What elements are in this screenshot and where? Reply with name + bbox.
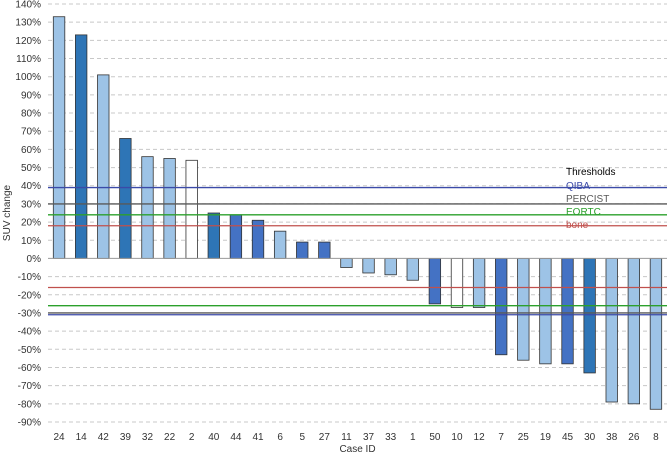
y-tick-label: 120% (15, 36, 41, 47)
y-tick-label: 110% (16, 54, 41, 65)
x-tick-label: 50 (429, 432, 441, 443)
y-tick-label: 60% (21, 145, 41, 156)
bar-case-11 (340, 258, 353, 268)
y-tick-label: -30% (18, 308, 41, 319)
x-tick-label: 39 (120, 432, 132, 443)
y-tick-label: 50% (21, 163, 41, 174)
y-tick-label: -60% (18, 363, 41, 374)
bar-case-32 (141, 156, 154, 259)
y-tick-label: -80% (18, 399, 41, 410)
legend-item-bone: bone (566, 220, 589, 231)
y-tick-label: 20% (21, 218, 41, 229)
x-tick-label: 37 (363, 432, 375, 443)
x-tick-labels: 24 14 42 39 32 22 2 40 44 41 6 5 27 11 37 33 1 50 10 12 7 25 1… (53, 432, 659, 443)
bar-case-8 (649, 258, 663, 410)
bar-case-50 (428, 258, 442, 305)
y-tick-label: 40% (21, 181, 41, 192)
y-tick-label: 80% (21, 109, 41, 120)
bar-case-24 (52, 16, 66, 259)
x-tick-label: 32 (142, 432, 154, 443)
y-tick-label: 140% (15, 0, 41, 11)
x-tick-label: 30 (584, 432, 596, 443)
bar-case-10 (450, 258, 464, 308)
x-tick-label: 45 (562, 432, 574, 443)
y-tick-label: -70% (18, 381, 41, 392)
x-tick-label: 7 (498, 432, 504, 443)
y-tick-label: 0% (27, 254, 42, 265)
bar-case-12 (472, 258, 486, 308)
bar-case-14 (75, 34, 88, 259)
y-tick-label: -90% (18, 418, 41, 429)
x-axis-title: Case ID (339, 444, 375, 455)
bar-case-6 (273, 230, 287, 259)
bar-case-39 (119, 138, 132, 259)
bar-case-7 (495, 258, 508, 356)
bar-case-5 (296, 241, 309, 259)
x-tick-label: 11 (341, 432, 352, 443)
x-tick-label: 26 (628, 432, 640, 443)
bar-case-38 (605, 258, 618, 403)
x-tick-label: 2 (189, 432, 195, 443)
x-tick-label: 33 (385, 432, 397, 443)
x-tick-label: 19 (540, 432, 552, 443)
legend-item-percist: PERCIST (566, 194, 609, 205)
y-tick-label: 130% (15, 18, 41, 29)
x-tick-label: 5 (299, 432, 305, 443)
bar-case-45 (561, 258, 574, 365)
x-tick-label: 10 (451, 432, 463, 443)
y-axis-title: SUV change (2, 184, 13, 241)
thresholds-legend: Thresholds QIBA PERCIST EORTC bone (566, 167, 615, 231)
y-tick-labels: -90% -80% -70% -60% -50% -40% -30% -20% -10% 0% 10… (15, 0, 41, 429)
x-tick-label: 25 (518, 432, 530, 443)
x-tick-label: 22 (164, 432, 176, 443)
y-tick-label: -10% (18, 272, 41, 283)
bar-case-37 (362, 258, 375, 274)
y-tick-label: 10% (21, 236, 41, 247)
x-tick-label: 41 (252, 432, 264, 443)
bar-case-44 (229, 214, 243, 259)
x-tick-label: 12 (474, 432, 486, 443)
legend-item-qiba: QIBA (566, 181, 590, 192)
x-tick-label: 24 (53, 432, 65, 443)
legend-title: Thresholds (566, 167, 615, 178)
bar-case-25 (517, 258, 530, 361)
bar-case-1 (406, 258, 419, 281)
bar-case-42 (97, 74, 110, 259)
y-tick-label: -40% (18, 327, 41, 338)
bar-case-30 (583, 258, 596, 374)
y-tick-label: 70% (21, 127, 41, 138)
bar-case-22 (163, 158, 176, 259)
y-tick-label: -20% (18, 290, 41, 301)
y-tick-label: 90% (21, 90, 41, 101)
x-tick-label: 8 (653, 432, 659, 443)
bar-case-19 (539, 258, 552, 365)
x-tick-label: 14 (76, 432, 88, 443)
bar-case-33 (384, 258, 397, 276)
y-tick-label: -50% (18, 345, 41, 356)
x-tick-label: 6 (277, 432, 283, 443)
x-tick-label: 40 (208, 432, 220, 443)
bar-case-26 (627, 258, 640, 405)
y-tick-label: 30% (21, 199, 41, 210)
legend-item-eortc: EORTC (566, 207, 601, 218)
x-tick-label: 38 (606, 432, 618, 443)
threshold-lines (48, 186, 667, 316)
x-tick-label: 27 (319, 432, 331, 443)
x-tick-label: 1 (410, 432, 416, 443)
bar-case-2 (185, 159, 198, 259)
bar-case-27 (318, 241, 331, 259)
bar-case-40 (207, 212, 220, 259)
x-tick-label: 42 (98, 432, 110, 443)
x-tick-label: 44 (230, 432, 242, 443)
y-tick-label: 100% (15, 72, 41, 83)
